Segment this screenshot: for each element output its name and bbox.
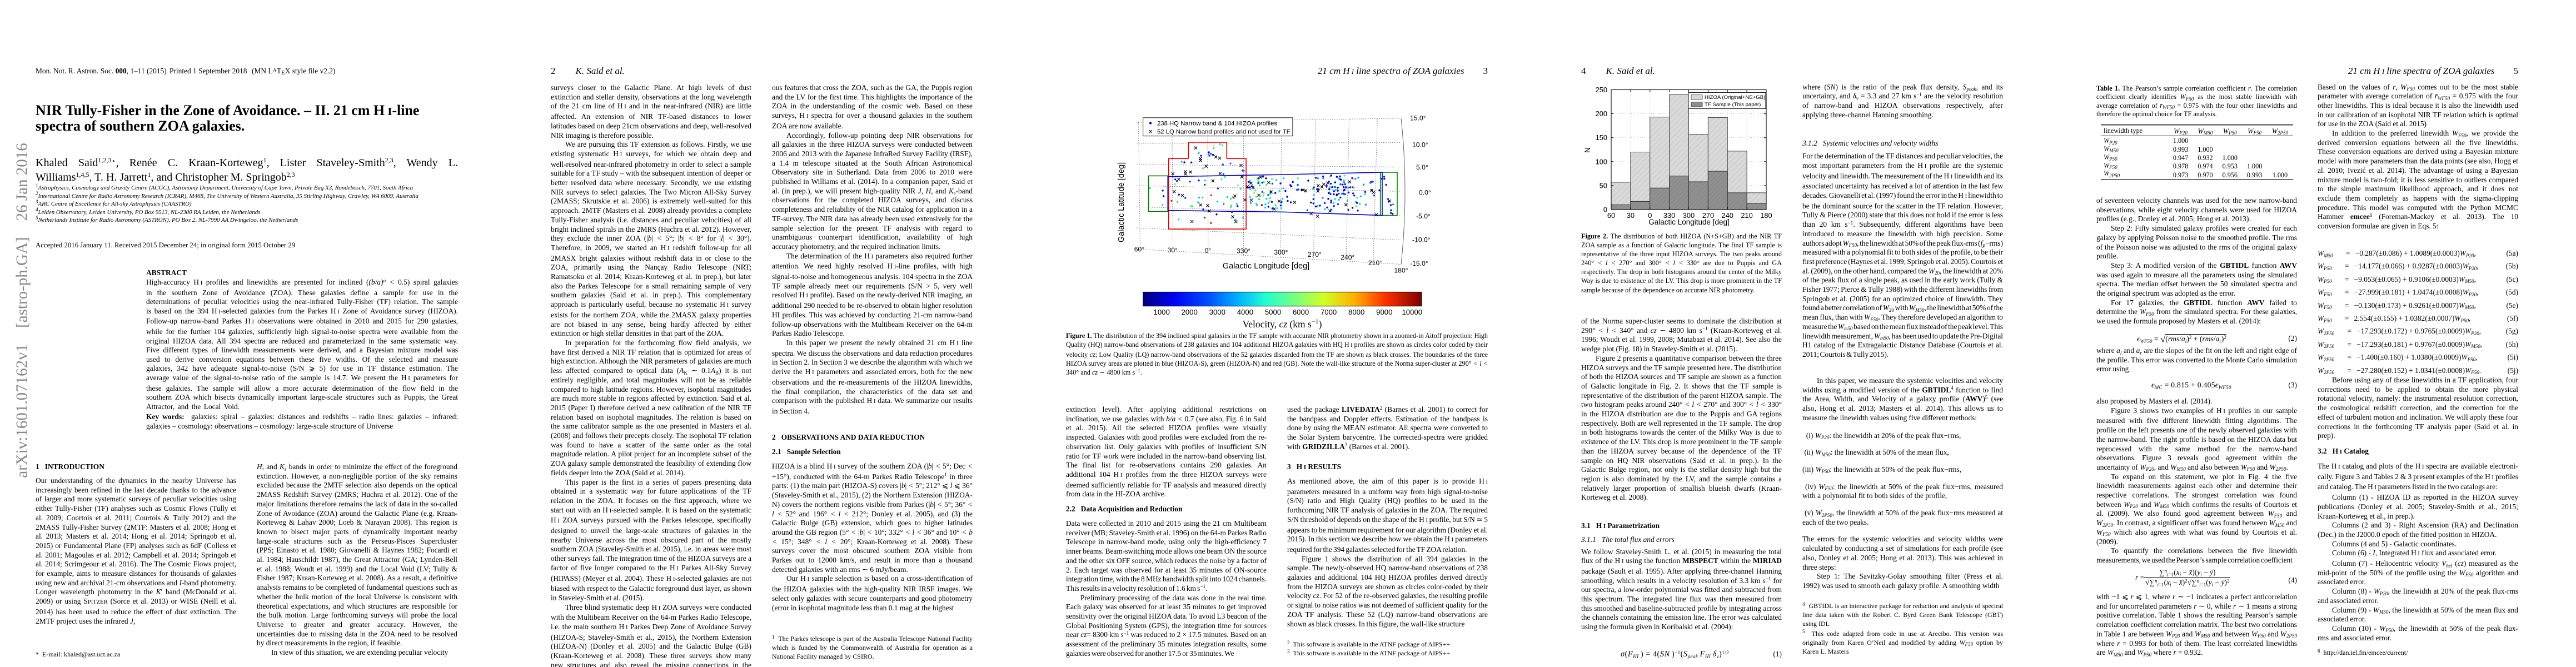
- svg-text:1000: 1000: [1154, 308, 1170, 316]
- svg-text:270°: 270°: [1308, 251, 1322, 258]
- svg-text:60: 60: [1607, 211, 1615, 220]
- svg-text:Galactic Longitude [deg]: Galactic Longitude [deg]: [1648, 218, 1730, 226]
- svg-text:50: 50: [1600, 181, 1607, 190]
- svg-text:10000: 10000: [1402, 308, 1422, 316]
- svg-text:200: 200: [1596, 109, 1607, 118]
- svg-text:8000: 8000: [1348, 308, 1364, 316]
- svg-text:30: 30: [1627, 211, 1635, 220]
- svg-text:-15.0°: -15.0°: [1410, 260, 1428, 267]
- svg-text:0°: 0°: [1205, 247, 1212, 255]
- svg-text:300: 300: [1683, 211, 1695, 220]
- svg-text:N: N: [1583, 147, 1592, 153]
- svg-text:210: 210: [1741, 211, 1752, 220]
- svg-text:238 HQ Narrow band & 104 HIZOA: 238 HQ Narrow band & 104 HIZOA profiles: [1157, 121, 1277, 127]
- svg-text:150: 150: [1596, 133, 1607, 142]
- svg-text:0: 0: [1603, 206, 1607, 214]
- svg-text:Velocity, cz (km s−1): Velocity, cz (km s−1): [1243, 317, 1322, 330]
- svg-text:15.0°: 15.0°: [1410, 115, 1426, 122]
- svg-text:30°: 30°: [1167, 246, 1178, 254]
- svg-text:-5.0°: -5.0°: [1416, 212, 1431, 220]
- svg-text:52 LQ Narrow band profiles and: 52 LQ Narrow band profiles and not used …: [1157, 129, 1291, 136]
- svg-text:240: 240: [1722, 211, 1733, 220]
- svg-text:240°: 240°: [1341, 253, 1354, 261]
- svg-text:0.0°: 0.0°: [1419, 188, 1431, 196]
- svg-text:-10.0°: -10.0°: [1412, 236, 1431, 243]
- svg-text:180°: 180°: [1394, 267, 1408, 275]
- svg-text:2000: 2000: [1182, 308, 1198, 316]
- svg-text:3000: 3000: [1209, 308, 1225, 316]
- svg-text:6000: 6000: [1293, 308, 1309, 316]
- svg-text:5000: 5000: [1265, 308, 1281, 316]
- svg-text:270: 270: [1702, 211, 1714, 220]
- svg-text:Galactic Longitude [deg]: Galactic Longitude [deg]: [1223, 262, 1309, 271]
- svg-text:Galactic Latitude [deg]: Galactic Latitude [deg]: [1117, 162, 1126, 242]
- svg-text:5.0°: 5.0°: [1416, 163, 1428, 171]
- svg-text:250: 250: [1596, 86, 1607, 94]
- svg-text:300°: 300°: [1274, 248, 1288, 256]
- svg-text:330°: 330°: [1237, 247, 1250, 255]
- svg-text:9000: 9000: [1376, 308, 1392, 316]
- svg-text:4000: 4000: [1237, 308, 1253, 316]
- svg-text:7000: 7000: [1321, 308, 1337, 316]
- svg-text:100: 100: [1596, 157, 1607, 166]
- svg-text:0: 0: [1648, 211, 1652, 220]
- svg-text:TF Sample (This paper): TF Sample (This paper): [1705, 102, 1761, 108]
- svg-text:10.0°: 10.0°: [1412, 141, 1428, 148]
- svg-text:210°: 210°: [1368, 259, 1382, 267]
- svg-text:330: 330: [1663, 211, 1675, 220]
- svg-text:HIZOA (Original+NE+GB): HIZOA (Original+NE+GB): [1705, 94, 1765, 101]
- svg-text:60°: 60°: [1134, 246, 1145, 253]
- svg-text:180: 180: [1760, 211, 1772, 220]
